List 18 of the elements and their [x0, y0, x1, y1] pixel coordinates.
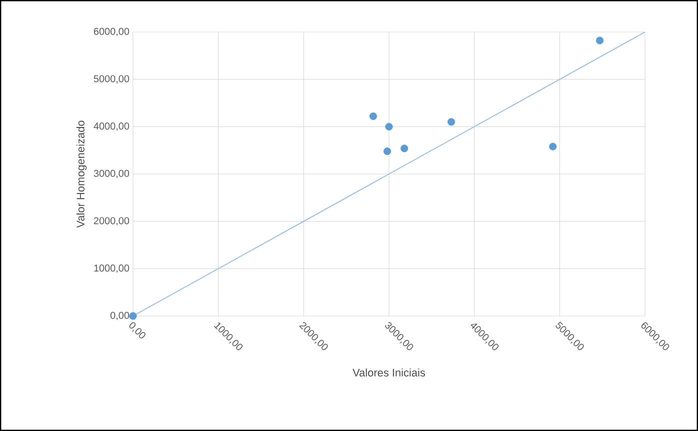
point: [129, 312, 137, 320]
point: [447, 118, 456, 126]
y-tick-label: 1000,00: [94, 264, 130, 273]
point: [549, 142, 557, 150]
y-tick-label: 2000,00: [94, 217, 130, 226]
y-tick-label: 4000,00: [94, 122, 130, 131]
point: [383, 147, 392, 156]
point: [369, 112, 378, 120]
y-tick-label: 0,00: [110, 312, 130, 320]
x-axis-title: Valores Iniciais: [352, 368, 426, 377]
y-tick-label: 5000,00: [94, 75, 130, 84]
point: [596, 36, 604, 44]
point: [385, 122, 393, 130]
y-tick-label: 3000,00: [94, 170, 130, 178]
x-tick-label: 0,00: [129, 322, 146, 338]
y-tick-label: 6000,00: [94, 28, 130, 36]
y-axis-title: Valor Homogeneizado: [76, 120, 87, 228]
point: [400, 144, 408, 152]
